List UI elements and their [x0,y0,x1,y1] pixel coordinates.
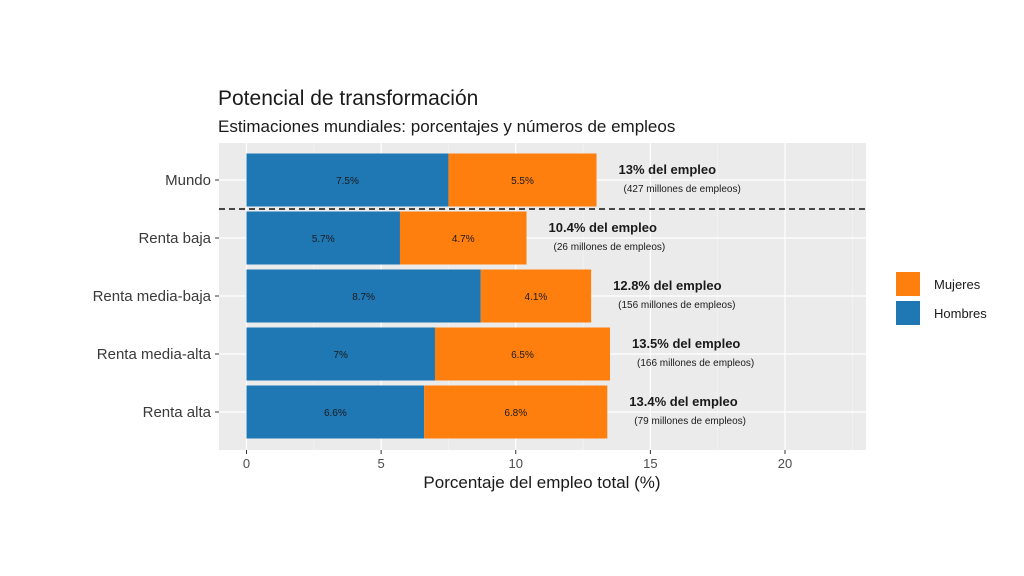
bar-value-label: 8.7% [352,292,375,303]
category-label: Renta media-baja [93,288,212,305]
legend-swatch-mujeres [896,272,920,296]
legend: Mujeres Hombres [896,272,987,325]
bar-value-label: 6.6% [324,408,347,419]
bar-segment-mujeres [399,211,527,265]
legend-label: Mujeres [934,277,981,292]
annotation-total: 10.4% del empleo [549,220,657,235]
category-label: Mundo [165,172,211,189]
category-label: Renta alta [143,404,212,421]
annotation-jobs: (427 millones de empleos) [624,184,741,195]
bar-segment-hombres [246,153,449,207]
bar-value-label: 5.5% [511,176,534,187]
x-tick-label: 5 [378,456,385,471]
bar-segment-hombres [246,385,425,439]
bar-segment-hombres [246,211,400,265]
plot-area: 7.5% 5.5% 13% del empleo (427 millones de e… [93,143,866,471]
x-tick-label: 0 [243,456,250,471]
bar-value-label: 5.7% [312,234,335,245]
x-tick-label: 10 [509,456,523,471]
bar-segment-mujeres [434,327,610,381]
annotation-total: 13.5% del empleo [632,336,740,351]
annotation-total: 12.8% del empleo [613,278,721,293]
bar-segment-hombres [246,269,481,323]
x-tick-label: 15 [643,456,657,471]
bar-value-label: 6.5% [511,350,534,361]
bar-value-label: 4.7% [452,234,475,245]
annotation-jobs: (166 millones de empleos) [637,358,754,369]
category-label: Renta baja [138,230,211,247]
bar-value-label: 7% [334,350,349,361]
annotation-jobs: (156 millones de empleos) [618,300,735,311]
category-label: Renta media-alta [97,346,212,363]
bar-segment-hombres [246,327,435,381]
x-tick-label: 20 [778,456,792,471]
bar-segment-mujeres [448,153,597,207]
bar-value-label: 4.1% [525,292,548,303]
chart-title: Potencial de transformación [218,87,478,110]
annotation-jobs: (79 millones de empleos) [634,416,746,427]
bar-segment-mujeres [480,269,592,323]
bar-value-label: 7.5% [336,176,359,187]
x-axis-label: Porcentaje del empleo total (%) [423,473,660,492]
legend-swatch-hombres [896,301,920,325]
annotation-total: 13% del empleo [619,162,717,177]
bar-value-label: 6.8% [504,408,527,419]
bar-segment-mujeres [424,385,608,439]
annotation-total: 13.4% del empleo [629,394,737,409]
chart-subtitle: Estimaciones mundiales: porcentajes y nú… [218,117,675,136]
legend-label: Hombres [934,306,987,321]
annotation-jobs: (26 millones de empleos) [554,242,666,253]
